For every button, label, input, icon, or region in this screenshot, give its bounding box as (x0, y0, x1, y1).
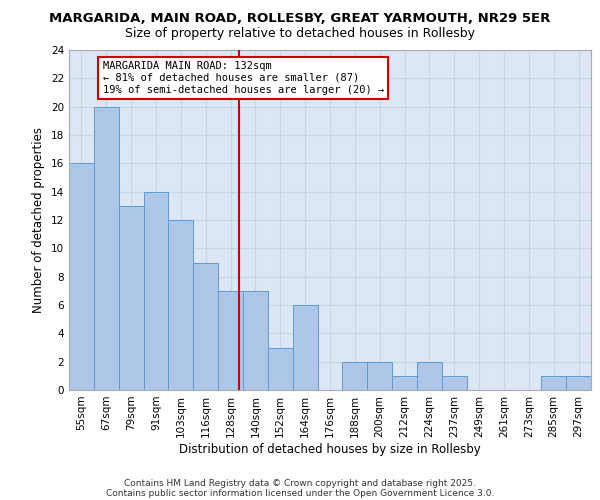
Text: Contains public sector information licensed under the Open Government Licence 3.: Contains public sector information licen… (106, 488, 494, 498)
Bar (218, 291, 243, 390)
Text: Contains HM Land Registry data © Crown copyright and database right 2025.: Contains HM Land Registry data © Crown c… (124, 478, 476, 488)
Bar (94, 106, 119, 390)
Bar (343, 362, 367, 390)
Text: MARGARIDA MAIN ROAD: 132sqm
← 81% of detached houses are smaller (87)
19% of sem: MARGARIDA MAIN ROAD: 132sqm ← 81% of det… (103, 62, 384, 94)
Bar (367, 362, 392, 390)
Bar (69, 164, 94, 390)
Bar (566, 376, 591, 390)
Bar (541, 376, 566, 390)
Text: Size of property relative to detached houses in Rollesby: Size of property relative to detached ho… (125, 28, 475, 40)
Bar (392, 376, 417, 390)
Bar (193, 262, 218, 390)
Bar (169, 220, 193, 390)
Bar (119, 206, 143, 390)
Bar (293, 305, 317, 390)
Bar (417, 362, 442, 390)
Bar (442, 376, 467, 390)
Bar (268, 348, 293, 390)
Y-axis label: Number of detached properties: Number of detached properties (32, 127, 46, 313)
Text: MARGARIDA, MAIN ROAD, ROLLESBY, GREAT YARMOUTH, NR29 5ER: MARGARIDA, MAIN ROAD, ROLLESBY, GREAT YA… (49, 12, 551, 26)
Bar (243, 291, 268, 390)
Bar (143, 192, 169, 390)
X-axis label: Distribution of detached houses by size in Rollesby: Distribution of detached houses by size … (179, 442, 481, 456)
